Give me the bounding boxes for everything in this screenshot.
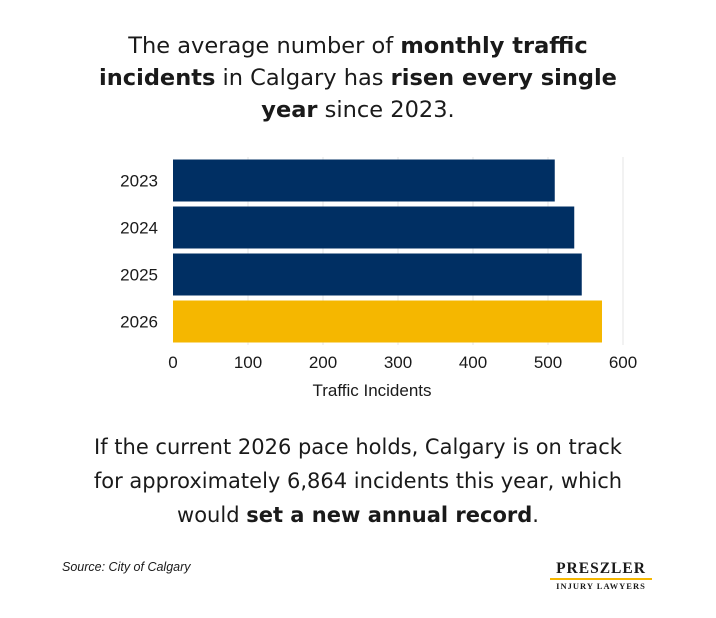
logo-name: PRESZLER (556, 560, 646, 577)
headline: The average number of monthly traffic in… (95, 30, 621, 126)
x-tick-label: 600 (609, 353, 637, 372)
chart-category-labels: 2023 2024 2025 2026 (120, 172, 158, 332)
footer-bold-1: set a new annual record (246, 503, 533, 527)
x-tick-label: 500 (534, 353, 562, 372)
footer-statement: If the current 2026 pace holds, Calgary … (78, 430, 638, 532)
headline-text-2: in Calgary has (215, 65, 391, 91)
headline-text-1: The average number of (128, 33, 401, 59)
headline-bold-2: risen every single year (261, 65, 617, 123)
category-label: 2023 (120, 172, 158, 191)
footer-text-1: If the current 2026 pace holds, Calgary … (93, 435, 623, 527)
preszler-logo: PRESZLER INJURY LAWYERS (548, 560, 654, 592)
bar-2024 (173, 206, 575, 249)
bar-2023 (173, 159, 555, 202)
headline-text-3: since 2023. (317, 97, 455, 123)
bar-2025 (173, 253, 582, 296)
x-tick-label: 0 (168, 353, 177, 372)
bar-2026 (173, 300, 602, 343)
footer-text-2: . (532, 503, 539, 527)
logo-accent-rule (550, 578, 652, 580)
x-tick-label: 300 (384, 353, 412, 372)
logo-subtitle: INJURY LAWYERS (556, 581, 646, 591)
category-label: 2024 (120, 219, 158, 238)
x-tick-label: 100 (234, 353, 262, 372)
headline-bold-1: monthly traffic incidents (99, 33, 588, 91)
chart-bars (173, 159, 602, 343)
category-label: 2026 (120, 313, 158, 332)
x-tick-label: 200 (309, 353, 337, 372)
category-label: 2025 (120, 266, 158, 285)
chart-x-tick-labels: 0 100 200 300 400 500 600 (168, 353, 637, 372)
chart-x-axis-label: Traffic Incidents (312, 381, 431, 400)
x-tick-label: 400 (459, 353, 487, 372)
source-note: Source: City of Calgary (62, 560, 191, 574)
